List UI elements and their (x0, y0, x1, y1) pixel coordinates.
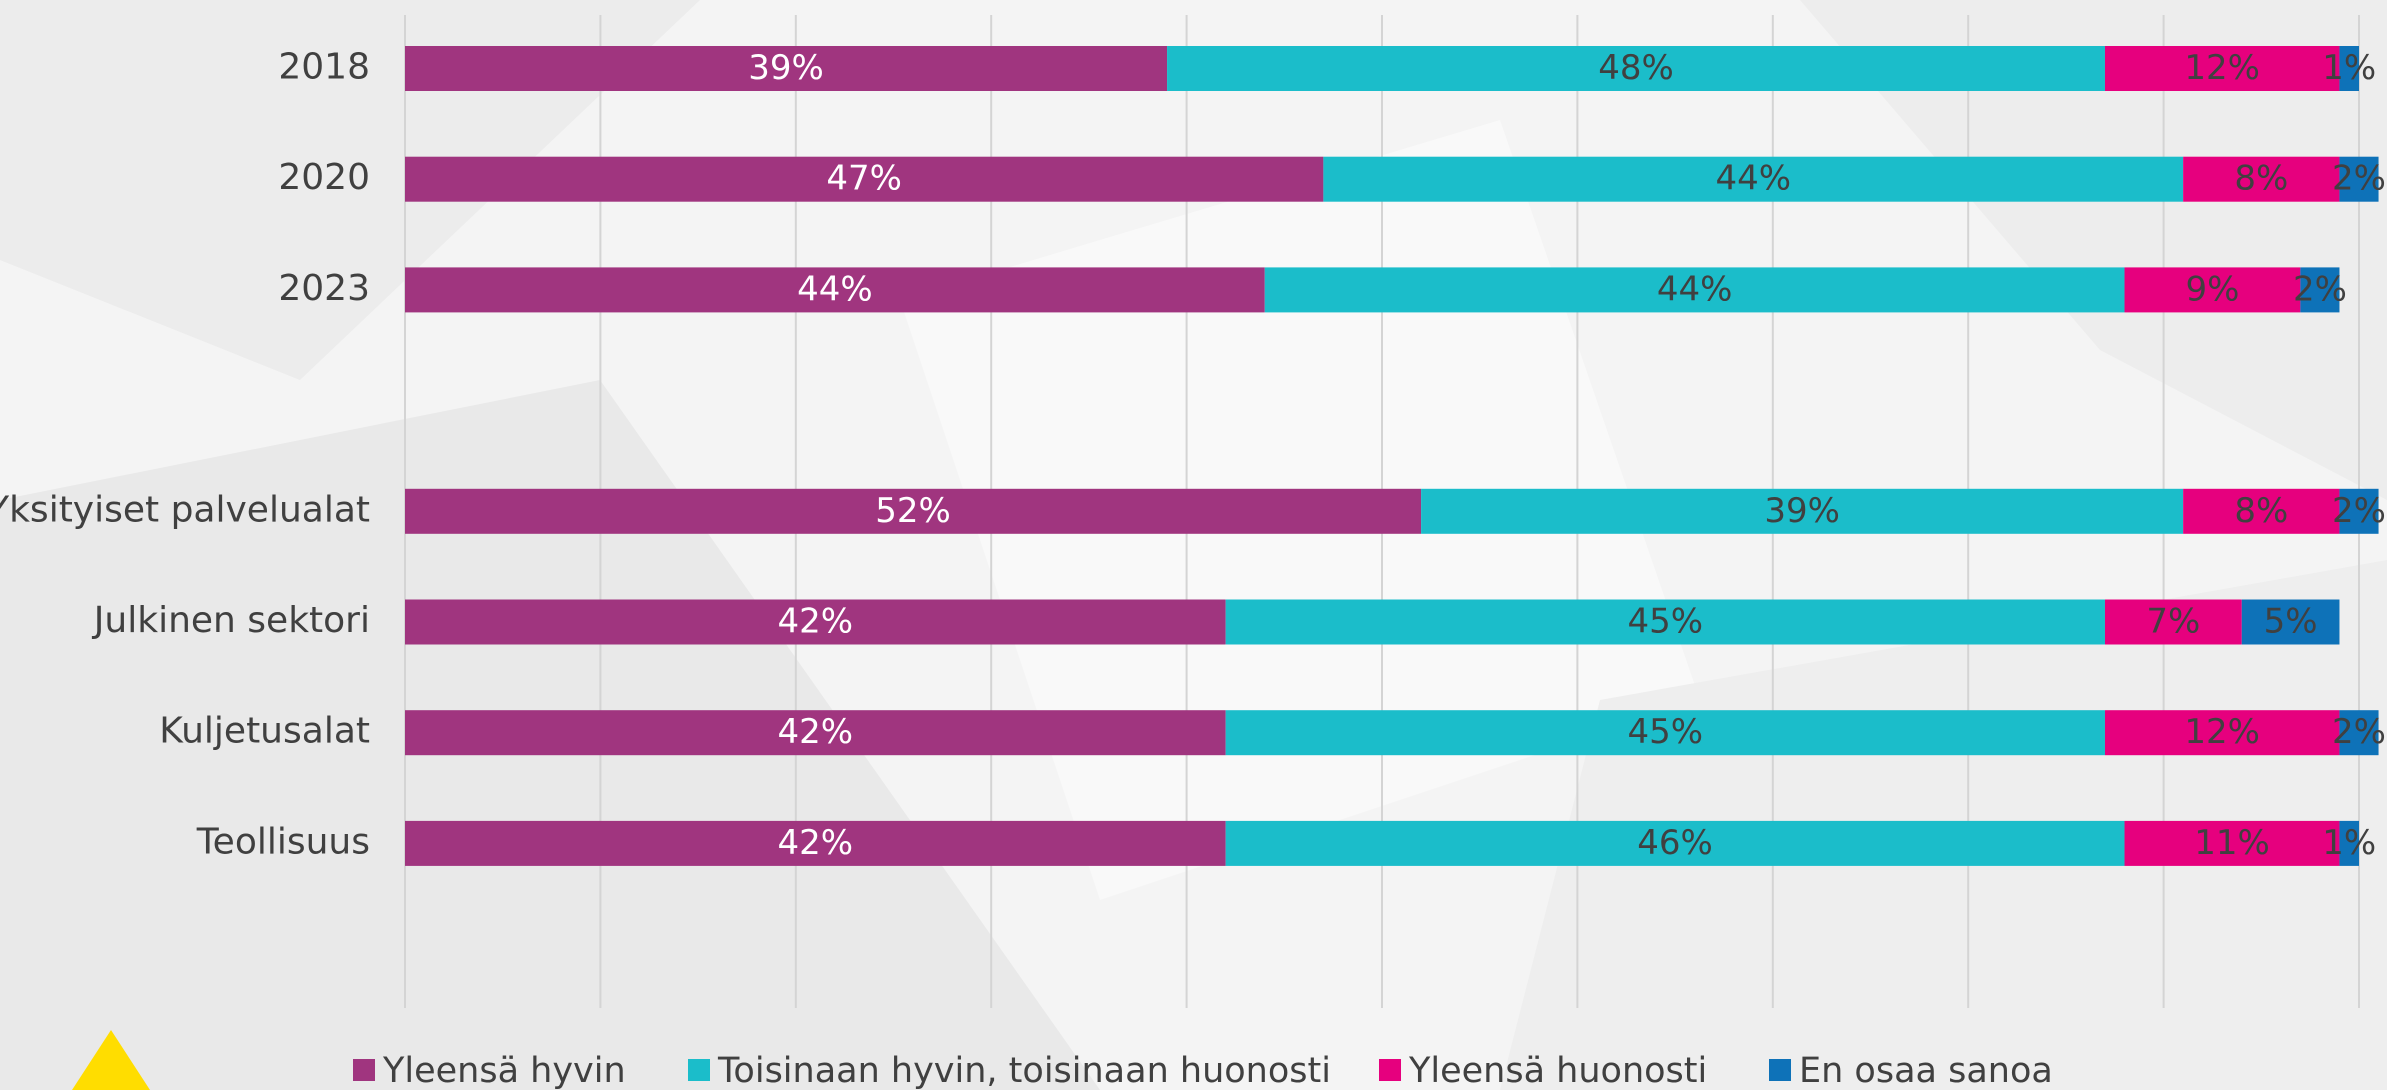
bar-segment (405, 267, 1265, 313)
bar-segment (2124, 820, 2340, 866)
value-label: 52% (875, 491, 951, 531)
bar-segment (405, 156, 1324, 202)
value-label: 42% (778, 712, 854, 752)
legend-swatch (353, 1059, 375, 1081)
bar-segment (1323, 156, 2184, 202)
category-label: Yksityiset palvelualat (0, 489, 370, 530)
bar-segment (2183, 488, 2340, 534)
value-label: 1% (2322, 48, 2376, 88)
value-label: 11% (2194, 823, 2270, 863)
value-label: 2% (2293, 269, 2347, 309)
value-label: 39% (748, 48, 824, 88)
category-label: Julkinen sektori (92, 600, 370, 641)
bar-segment (1167, 46, 2105, 91)
value-label: 44% (1715, 159, 1791, 199)
legend-label: Toisinaan hyvin, toisinaan huonosti (717, 1051, 1331, 1090)
value-label: 1% (2322, 823, 2376, 863)
value-label: 8% (2234, 491, 2288, 531)
bar-segment (2124, 267, 2301, 313)
value-label: 45% (1628, 602, 1704, 642)
value-label: 12% (2184, 712, 2260, 752)
category-label: Kuljetusalat (159, 711, 370, 752)
value-label: 45% (1628, 712, 1704, 752)
value-label: 44% (1657, 269, 1733, 309)
value-label: 39% (1764, 491, 1840, 531)
bar-segment (2104, 46, 2340, 91)
bar-segment (2241, 599, 2340, 645)
value-label: 48% (1598, 48, 1674, 88)
bar-segment (2339, 710, 2379, 756)
value-label: 9% (2185, 269, 2239, 309)
value-label: 12% (2184, 48, 2260, 88)
value-label: 47% (826, 159, 902, 199)
legend-label: En osaa sanoa (1799, 1051, 2053, 1090)
value-label: 44% (797, 269, 873, 309)
legend-label: Yleensä huonosti (1408, 1051, 1707, 1090)
bar-segment (2300, 267, 2340, 313)
category-label: 2018 (278, 47, 370, 88)
bar-segment (2339, 488, 2379, 534)
value-label: 5% (2264, 602, 2318, 642)
legend-swatch (688, 1059, 710, 1081)
legend-swatch (1769, 1059, 1791, 1081)
bar-segment (2183, 156, 2340, 202)
bar-segment (2339, 156, 2379, 202)
value-label: 46% (1637, 823, 1713, 863)
bar-segment (2104, 710, 2340, 756)
category-label: Teollisuus (196, 821, 370, 862)
bar-segment (1264, 267, 2125, 313)
value-label: 7% (2146, 602, 2200, 642)
bar-segment (2339, 820, 2359, 866)
value-label: 42% (778, 823, 854, 863)
bar-segment (1225, 820, 2125, 866)
bar-segment (1225, 599, 2105, 645)
bar-segment (1421, 488, 2184, 534)
bar-segment (405, 710, 1226, 756)
value-label: 2% (2332, 159, 2386, 199)
value-label: 2% (2332, 491, 2386, 531)
category-label: 2023 (278, 268, 370, 309)
bar-segment (2104, 599, 2242, 645)
value-label: 42% (778, 602, 854, 642)
bar-segment (1225, 710, 2105, 756)
bar-segment (2339, 46, 2359, 91)
legend-swatch (1379, 1059, 1401, 1081)
value-label: 8% (2234, 159, 2288, 199)
bar-segment (405, 46, 1168, 91)
legend-label: Yleensä hyvin (382, 1051, 626, 1090)
bar-segment (405, 488, 1422, 534)
value-label: 2% (2332, 712, 2386, 752)
logo-triangle (72, 1030, 150, 1090)
bar-segment (405, 599, 1226, 645)
category-label: 2020 (278, 157, 370, 198)
bar-segment (405, 820, 1226, 866)
